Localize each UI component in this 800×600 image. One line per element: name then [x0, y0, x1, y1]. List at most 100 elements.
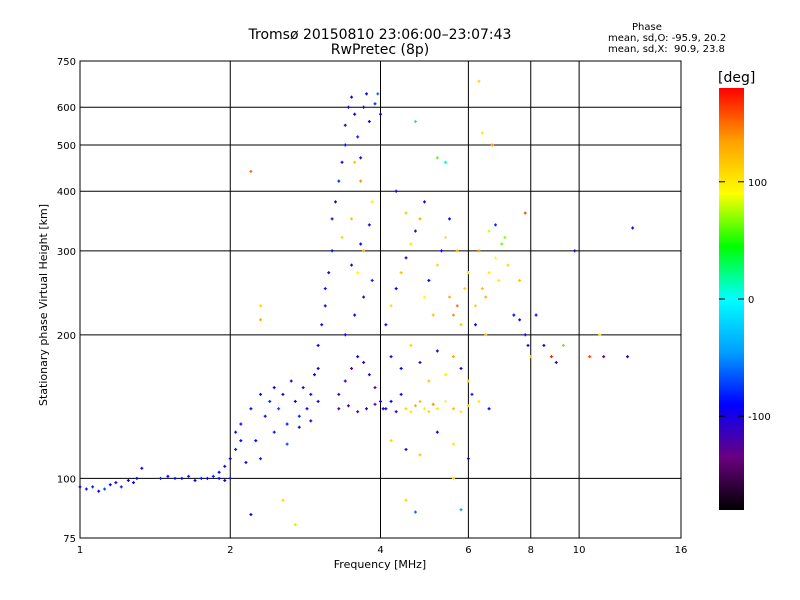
data-point [316, 366, 320, 370]
data-point [394, 189, 398, 193]
data-point [523, 333, 527, 337]
data-point [343, 379, 347, 383]
data-point [353, 112, 357, 116]
data-point [159, 476, 163, 480]
data-point [409, 410, 413, 414]
data-point [367, 373, 371, 377]
data-point [480, 131, 484, 135]
data-point [199, 476, 203, 480]
data-point [316, 399, 320, 403]
data-point [529, 355, 533, 359]
data-point [473, 323, 477, 327]
data-point [413, 229, 417, 233]
data-point [561, 343, 565, 347]
data-point [440, 249, 444, 253]
data-point [435, 349, 439, 353]
data-point [399, 366, 403, 370]
data-point [373, 386, 377, 390]
data-point [455, 249, 459, 253]
data-point [293, 523, 297, 527]
data-point [394, 410, 398, 414]
data-point [431, 313, 435, 317]
y-tick-label: 75 [63, 534, 76, 545]
scatter-points [78, 79, 635, 527]
data-point [356, 271, 360, 275]
y-tick-label: 500 [57, 141, 76, 152]
data-point [180, 476, 184, 480]
data-point [384, 323, 388, 327]
colorbar-tick-label: 0 [748, 295, 754, 306]
data-point [598, 333, 602, 337]
y-tick-label: 100 [57, 474, 76, 485]
data-point [114, 481, 118, 485]
data-point [343, 123, 347, 127]
data-point [409, 343, 413, 347]
data-point [404, 498, 408, 502]
data-point [259, 304, 263, 308]
y-tick-label: 600 [57, 103, 76, 114]
data-point [455, 304, 459, 308]
data-point [239, 422, 243, 426]
data-point [367, 120, 371, 124]
y-axis-label: Stationary phase Virtual Height [km] [37, 204, 50, 406]
chart-subtitle: RwPretec (8p) [330, 42, 430, 58]
data-point [466, 379, 470, 383]
x-axis-ticks: 1 2 4 6 8 10 16 [77, 545, 688, 556]
data-point [394, 287, 398, 291]
data-point [234, 447, 238, 451]
data-point [370, 278, 374, 282]
y-tick-label: 200 [57, 331, 76, 342]
data-point [277, 407, 281, 411]
data-point [451, 442, 455, 446]
colorbar-tick-label: 100 [748, 178, 767, 189]
data-point [337, 392, 341, 396]
data-point [373, 102, 377, 106]
data-point [448, 295, 452, 299]
data-point [500, 242, 504, 246]
data-point [365, 407, 369, 411]
data-point [534, 313, 538, 317]
data-point [422, 200, 426, 204]
data-point [297, 425, 301, 429]
data-point [503, 235, 507, 239]
data-point [259, 457, 263, 461]
data-point [490, 143, 494, 147]
data-point [389, 439, 393, 443]
data-point [554, 360, 558, 364]
data-point [312, 373, 316, 377]
data-point [353, 313, 357, 317]
data-point [379, 112, 382, 116]
data-point [373, 402, 377, 406]
data-point [244, 460, 248, 464]
data-point [359, 179, 363, 183]
data-point [470, 392, 474, 396]
data-point [350, 217, 354, 221]
data-point [379, 399, 382, 403]
x-tick-label: 6 [465, 545, 471, 556]
data-point [494, 256, 498, 260]
data-point [281, 498, 285, 502]
x-tick-label: 8 [528, 545, 534, 556]
data-point [187, 474, 191, 478]
data-point [370, 200, 374, 204]
data-point [217, 470, 221, 474]
phase-stats-title: Phase [632, 22, 662, 33]
data-point [309, 392, 313, 396]
data-point [435, 430, 439, 434]
data-point [367, 223, 371, 227]
data-point [631, 226, 635, 230]
data-point [477, 399, 481, 403]
colorbar-ticks: 100 0 -100 [719, 178, 771, 423]
data-point [497, 278, 501, 282]
data-point [350, 263, 354, 267]
data-point [211, 474, 215, 478]
x-axis-label: Frequency [MHz] [334, 558, 426, 571]
data-point [418, 453, 422, 457]
data-point [340, 235, 344, 239]
data-point [259, 392, 263, 396]
data-point [427, 379, 431, 383]
x-tick-label: 4 [377, 545, 383, 556]
data-point [480, 287, 484, 291]
data-point [484, 333, 488, 337]
y-axis-ticks: 75 100 200 300 400 500 600 750 [57, 57, 76, 545]
